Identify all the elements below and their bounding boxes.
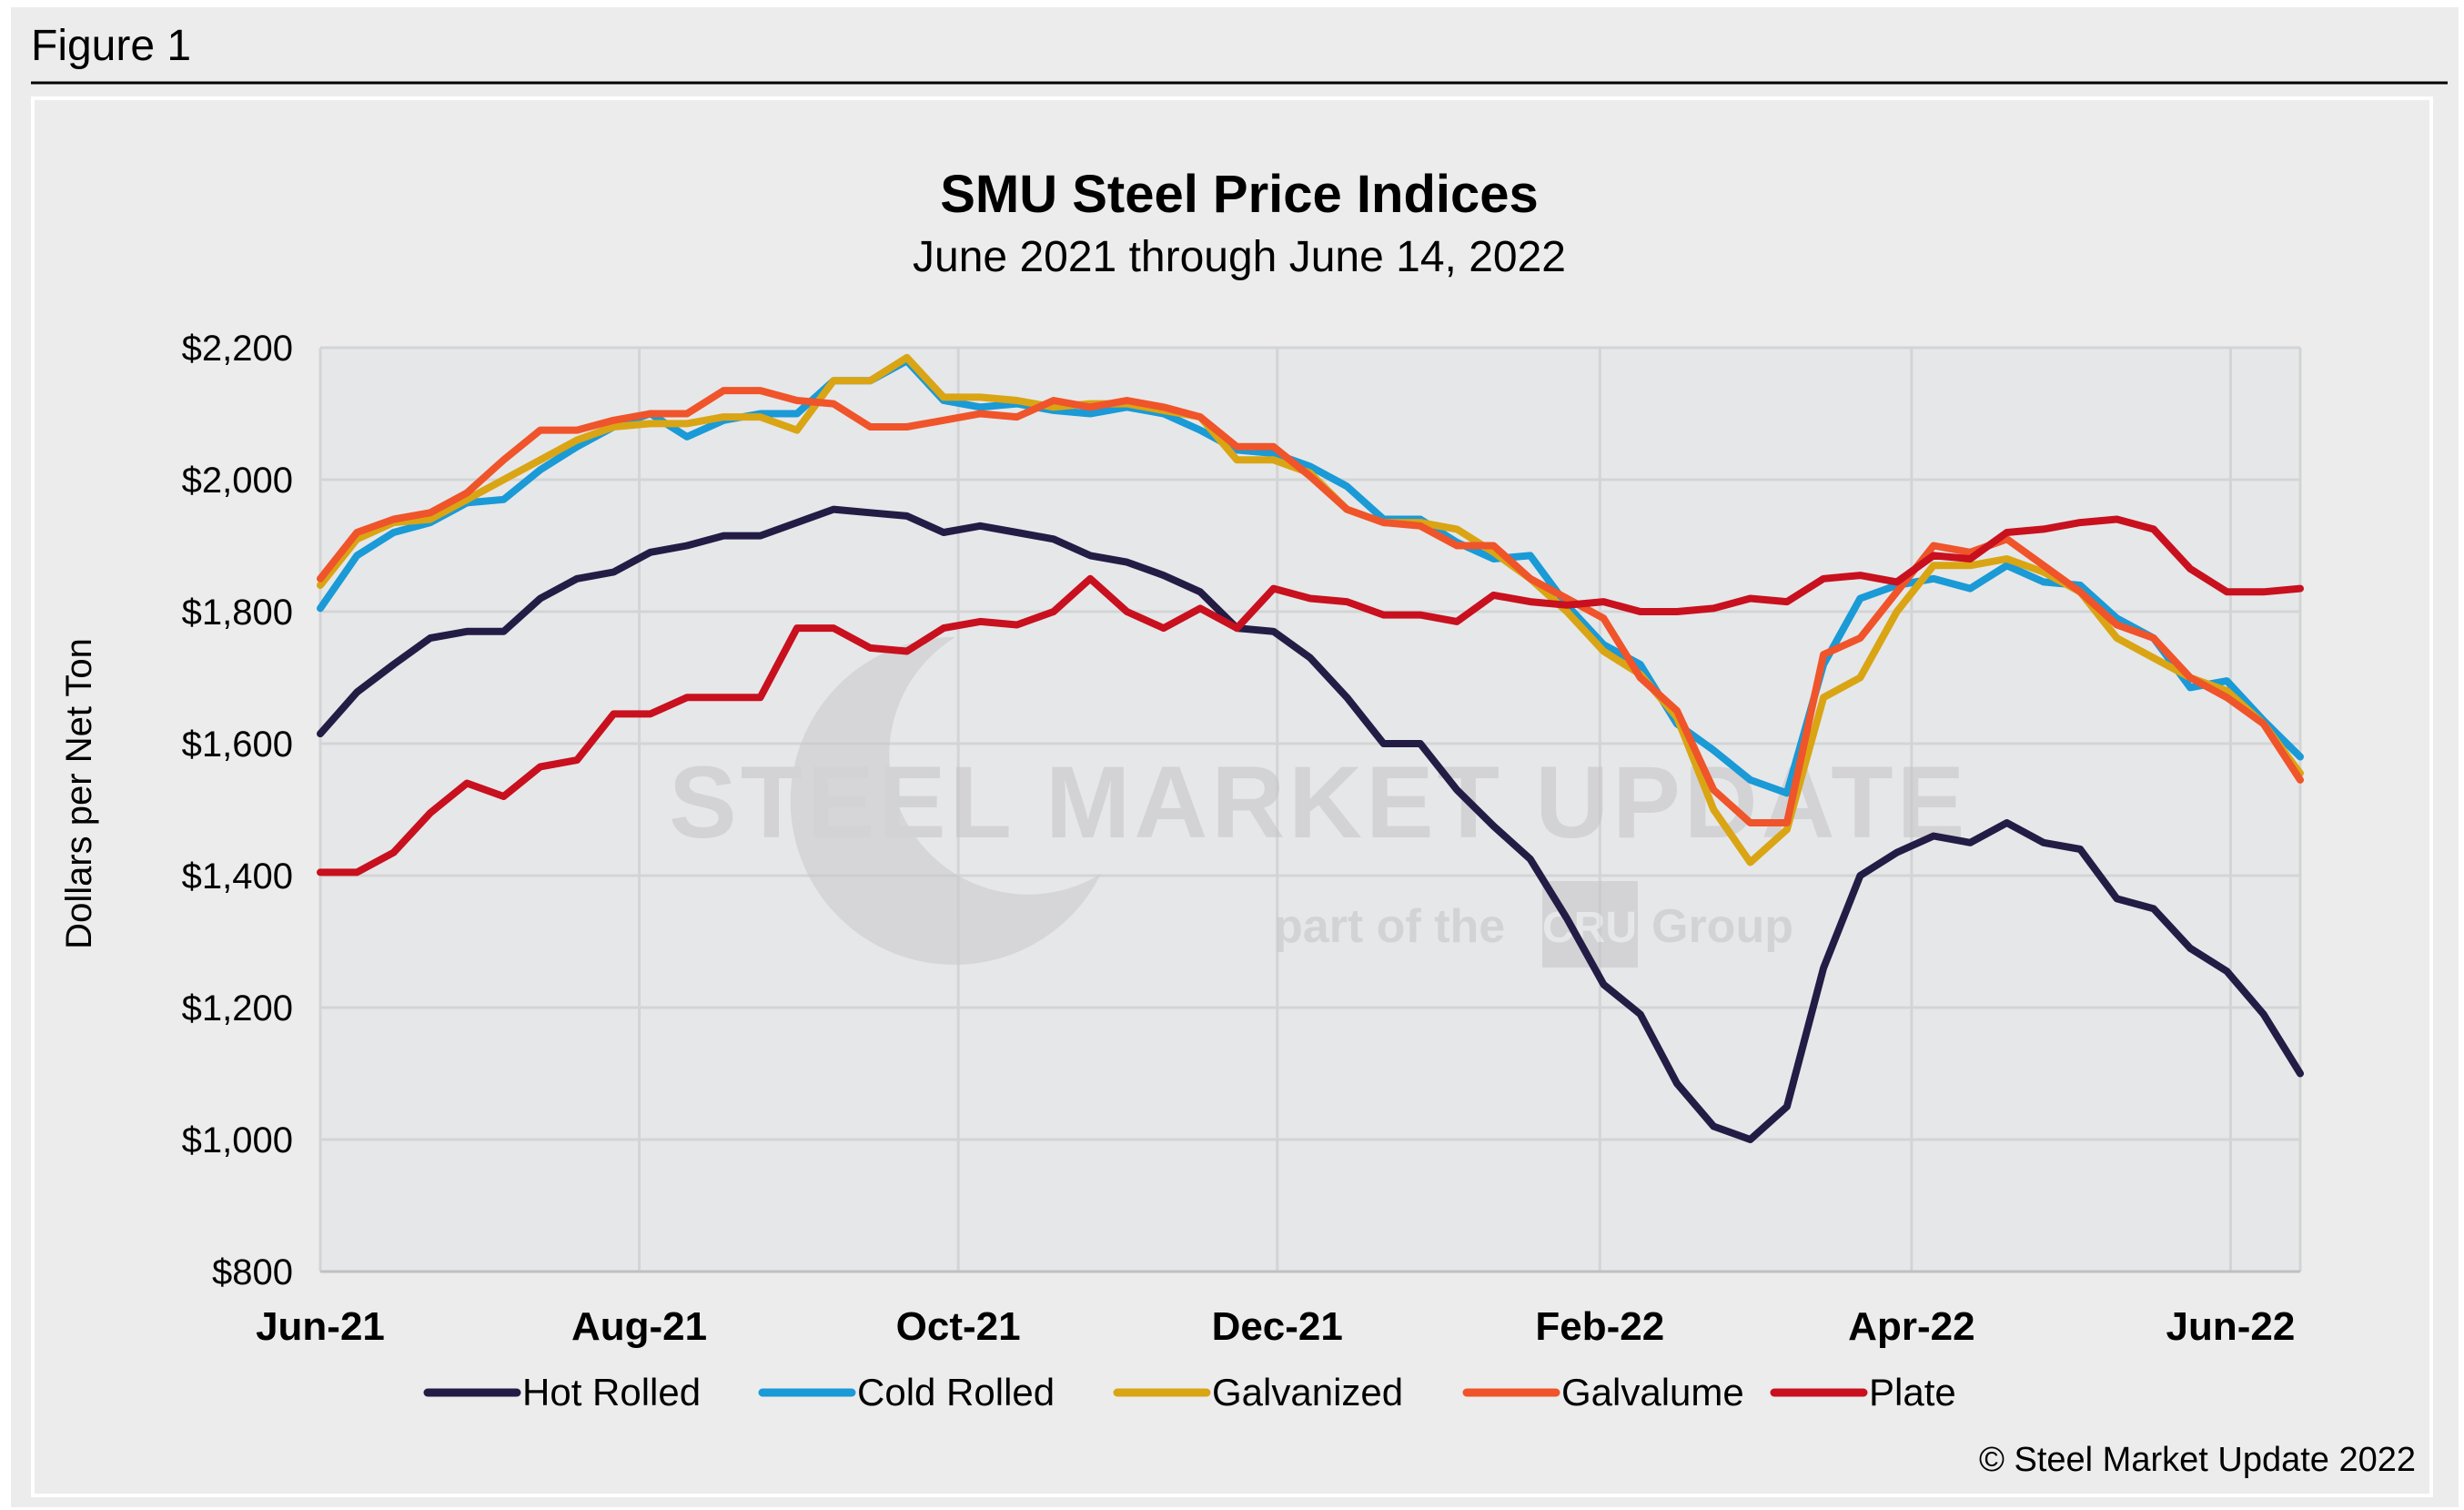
watermark-logo: CRU [1542,904,1637,952]
watermark-crescent [790,636,1101,965]
copyright: © Steel Market Update 2022 [1979,1441,2416,1479]
legend-label: Hot Rolled [522,1371,701,1414]
watermark-brand: STEEL MARKET UPDATE [669,745,1968,859]
legend-item-cold-rolled: Cold Rolled [758,1371,1055,1414]
y-tick-label: $1,400 [182,856,293,897]
legend-item-galvanized: Galvanized [1113,1371,1403,1414]
legend-label: Cold Rolled [857,1371,1055,1414]
x-tick-label: Jun-21 [256,1304,385,1349]
x-axis-ticks: Jun-21 Aug-21 Oct-21 Dec-21 Feb-22 Apr-22 Jun-… [256,1304,2295,1349]
legend-label: Galvalume [1561,1371,1744,1414]
legend-label: Plate [1869,1371,1956,1414]
series-line-hot-rolled [317,505,2304,1143]
x-tick-label: Aug-21 [571,1304,707,1349]
legend-label: Galvanized [1212,1371,1403,1414]
legend-item-plate: Plate [1770,1371,1956,1414]
y-tick-label: $1,200 [182,988,293,1029]
y-tick-label: $1,000 [182,1120,293,1160]
chart-subtitle: June 2021 through June 14, 2022 [913,233,1566,281]
watermark-tagline-post: Group [1651,900,1793,953]
y-tick-label: $1,800 [182,593,293,633]
watermark: STEEL MARKET UPDATE part of the CRU Grou… [669,636,1968,968]
x-tick-label: Feb-22 [1535,1304,1664,1349]
x-tick-label: Apr-22 [1848,1304,1974,1349]
series-line-galvalume [317,387,2304,826]
x-tick-label: Oct-21 [896,1304,1021,1349]
gridlines [318,346,2302,1273]
y-tick-label: $800 [212,1252,293,1292]
legend-item-hot-rolled: Hot Rolled [423,1371,701,1414]
legend-item-galvalume: Galvalume [1462,1371,1744,1414]
legend: Hot Rolled Cold Rolled Galvanized Galvalume… [423,1371,1956,1414]
y-axis-ticks: $800 $1,000 $1,200 $1,400 $1,600 $1,800 $2,000… [182,329,293,1292]
y-tick-label: $2,200 [182,329,293,369]
figure-label: Figure 1 [31,22,191,70]
y-tick-label: $1,600 [182,725,293,765]
x-tick-label: Jun-22 [2166,1304,2296,1349]
series-lines [317,353,2304,1143]
y-axis-label: Dollars per Net Ton [59,638,99,949]
chart-title: SMU Steel Price Indices [940,165,1539,224]
x-tick-label: Dec-21 [1212,1304,1343,1349]
series-line-plate [317,515,2304,877]
y-tick-label: $2,000 [182,461,293,501]
watermark-tagline-pre: part of the [1274,900,1505,953]
plot-area [320,348,2300,1272]
